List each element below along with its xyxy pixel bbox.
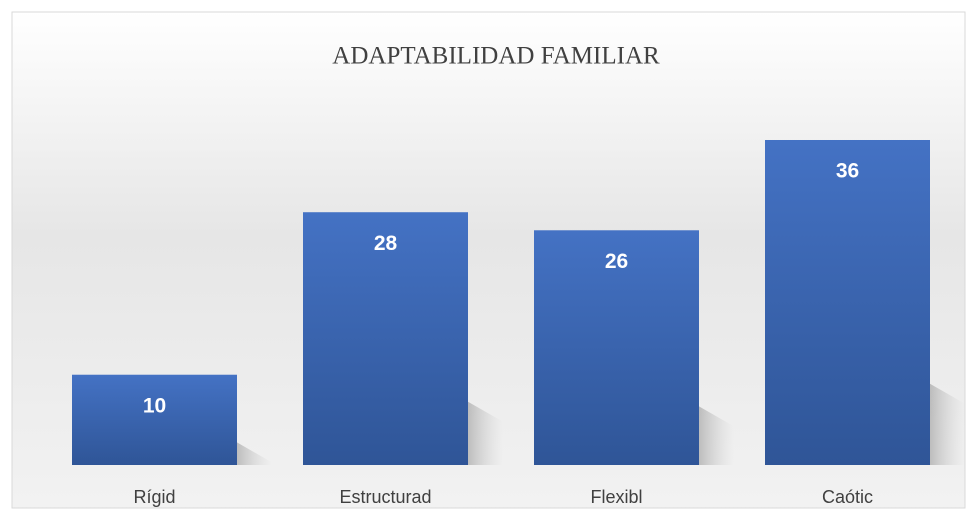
data-label: 36 [836, 160, 859, 183]
x-tick-label: Rígid [133, 487, 175, 507]
bar [534, 230, 699, 465]
chart-title: ADAPTABILIDAD FAMILIAR [332, 43, 660, 70]
data-label: 10 [143, 394, 166, 417]
data-label: 26 [605, 250, 628, 273]
bar-shadow [699, 406, 734, 465]
data-label: 28 [374, 232, 398, 255]
x-tick-label: Flexibl [590, 487, 642, 507]
bar-shadow [237, 442, 272, 465]
bar-shadow [468, 401, 503, 465]
bar [765, 140, 930, 465]
bar-shadow [930, 383, 965, 465]
bar [303, 212, 468, 465]
bar [72, 374, 237, 465]
x-tick-label: Estructurad [339, 487, 431, 507]
x-tick-label: Caótic [822, 487, 873, 507]
